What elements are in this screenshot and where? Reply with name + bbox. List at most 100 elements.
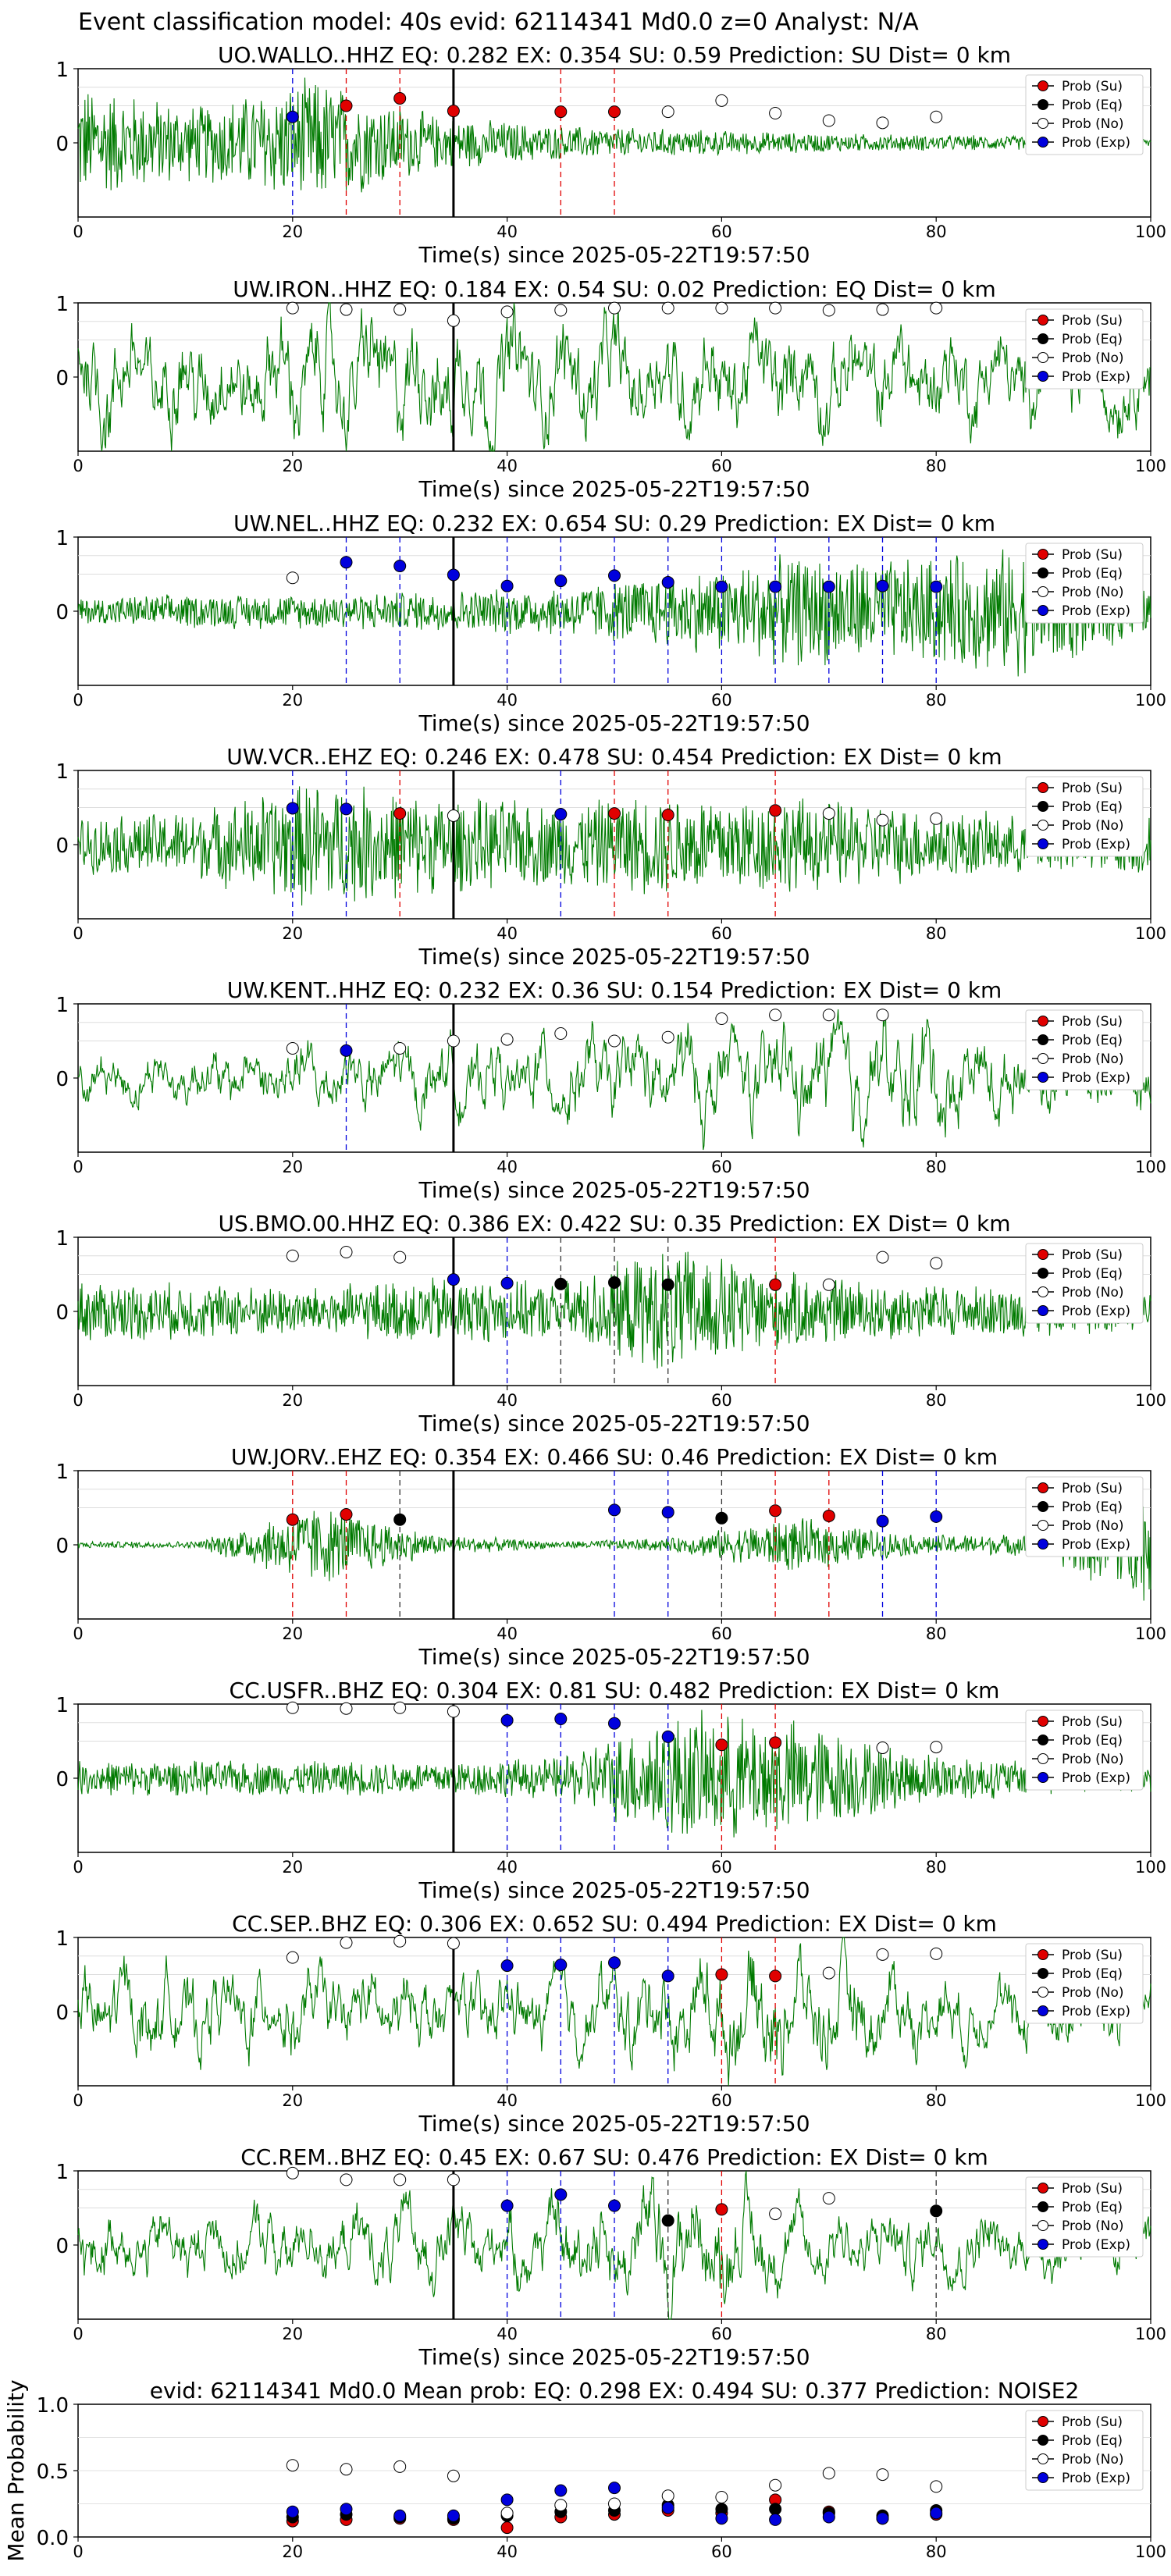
mean-prob-marker-su [500, 2521, 514, 2535]
legend-label-no: Prob (No) [1062, 585, 1124, 600]
prob-marker-no [286, 1249, 299, 1262]
x-tick-label: 0 [73, 691, 83, 710]
prob-marker-eq [661, 1278, 674, 1291]
prob-marker-exp [500, 2199, 514, 2212]
x-tick-label: 60 [711, 457, 732, 475]
prob-marker-exp [554, 1713, 568, 1725]
y-tick-label: 1 [55, 1927, 69, 1951]
legend-marker-eq [1038, 568, 1048, 578]
prob-marker-no [715, 301, 728, 315]
x-tick-label: 20 [282, 2542, 303, 2561]
x-axis-label: Time(s) since 2025-05-22T19:57:50 [418, 476, 810, 502]
prob-marker-no [447, 809, 460, 822]
legend-label-su: Prob (Su) [1062, 1948, 1123, 1963]
x-tick-label: 80 [926, 2542, 947, 2561]
x-tick-label: 80 [926, 1158, 947, 1176]
legend-box [1025, 308, 1144, 390]
x-tick-label: 100 [1135, 924, 1166, 943]
prob-marker-no [447, 1705, 460, 1718]
x-tick-label: 40 [497, 691, 518, 710]
x-tick-label: 60 [711, 1158, 732, 1176]
prob-marker-exp [500, 579, 514, 592]
prob-marker-exp [661, 1969, 674, 1983]
prob-marker-su [661, 809, 674, 821]
waveform-panel: UW.VCR..EHZ EQ: 0.246 EX: 0.478 SU: 0.45… [55, 744, 1166, 970]
prob-marker-exp [608, 2199, 621, 2212]
mean-prob-marker-exp [393, 2509, 407, 2522]
x-tick-label: 40 [497, 457, 518, 475]
x-tick-label: 60 [711, 691, 732, 710]
prob-marker-no [393, 1701, 407, 1714]
y-tick-label: 0 [55, 834, 69, 858]
legend-marker-no [1038, 1987, 1048, 1998]
legend-marker-no [1038, 2453, 1048, 2464]
x-tick-label: 100 [1135, 1858, 1166, 1877]
prob-marker-no [608, 301, 621, 315]
prob-marker-no [286, 301, 299, 315]
x-tick-label: 20 [282, 222, 303, 241]
waveform-trace [77, 549, 1151, 677]
x-tick-label: 40 [497, 924, 518, 943]
legend-label-su: Prob (Su) [1062, 1481, 1123, 1496]
legend-marker-eq [1038, 1268, 1048, 1279]
prob-marker-exp [930, 1510, 943, 1523]
y-tick-label: 0 [55, 1301, 69, 1325]
waveform-panel: CC.SEP..BHZ EQ: 0.306 EX: 0.652 SU: 0.49… [55, 1911, 1166, 2137]
prob-marker-exp [554, 2188, 568, 2201]
mean-prob-marker-exp [822, 2510, 835, 2524]
mean-prob-marker-exp [447, 2509, 460, 2522]
x-tick-label: 40 [497, 2542, 518, 2561]
x-tick-label: 60 [711, 222, 732, 241]
x-tick-label: 80 [926, 1858, 947, 1877]
prob-marker-no [769, 2208, 782, 2221]
legend-label-su: Prob (Su) [1062, 313, 1123, 329]
prob-marker-no [393, 2173, 407, 2186]
prob-marker-no [930, 1741, 943, 1754]
waveform-panel: US.BMO.00.HHZ EQ: 0.386 EX: 0.422 SU: 0.… [55, 1211, 1166, 1436]
legend-marker-no [1038, 586, 1048, 597]
legend-marker-su [1038, 1716, 1048, 1727]
prob-marker-no [822, 114, 835, 127]
legend-label-no: Prob (No) [1062, 2452, 1124, 2467]
mean-prob-marker-eq [769, 2503, 782, 2516]
y-tick-label: 0 [55, 1535, 69, 1558]
y-tick-label: 1 [55, 760, 69, 784]
prob-marker-no [876, 1742, 889, 1755]
prob-marker-exp [393, 560, 407, 573]
prob-marker-exp [500, 1713, 514, 1727]
prob-marker-su [340, 99, 353, 112]
legend-label-su: Prob (Su) [1062, 547, 1123, 563]
prob-marker-su [608, 807, 621, 820]
prob-marker-su [447, 105, 460, 118]
mean-prob-marker-no [930, 2480, 943, 2493]
legend-label-su: Prob (Su) [1062, 1014, 1123, 1030]
prob-marker-no [930, 1947, 943, 1960]
panel-title: CC.REM..BHZ EQ: 0.45 EX: 0.67 SU: 0.476 … [240, 2144, 988, 2170]
legend-label-su: Prob (Su) [1062, 1714, 1123, 1730]
legend-label-exp: Prob (Exp) [1062, 1070, 1130, 1086]
x-tick-label: 60 [711, 1624, 732, 1643]
x-tick-label: 40 [497, 1158, 518, 1176]
prob-marker-su [393, 807, 407, 820]
legend-marker-no [1038, 820, 1048, 831]
legend-marker-exp [1038, 137, 1048, 148]
prob-marker-su [286, 1513, 299, 1526]
prob-marker-su [822, 1509, 835, 1522]
prob-marker-su [769, 804, 782, 817]
prob-marker-exp [340, 802, 353, 816]
legend-marker-exp [1038, 1772, 1048, 1783]
legend-label-exp: Prob (Exp) [1062, 603, 1130, 619]
legend-label-su: Prob (Su) [1062, 2181, 1123, 2197]
prob-marker-exp [500, 1959, 514, 1973]
legend-marker-su [1038, 315, 1048, 326]
x-tick-label: 20 [282, 1624, 303, 1643]
prob-marker-su [769, 1969, 782, 1983]
x-axis-label: Time(s) since 2025-05-22T19:57:50 [418, 944, 810, 970]
prob-marker-exp [769, 580, 782, 593]
panels: UO.WALLO..HHZ EQ: 0.282 EX: 0.354 SU: 0.… [3, 42, 1166, 2562]
legend-label-exp: Prob (Exp) [1062, 2237, 1130, 2253]
mean-prob-marker-exp [769, 2513, 782, 2526]
prob-marker-no [554, 1027, 568, 1040]
prob-marker-su [340, 1508, 353, 1521]
